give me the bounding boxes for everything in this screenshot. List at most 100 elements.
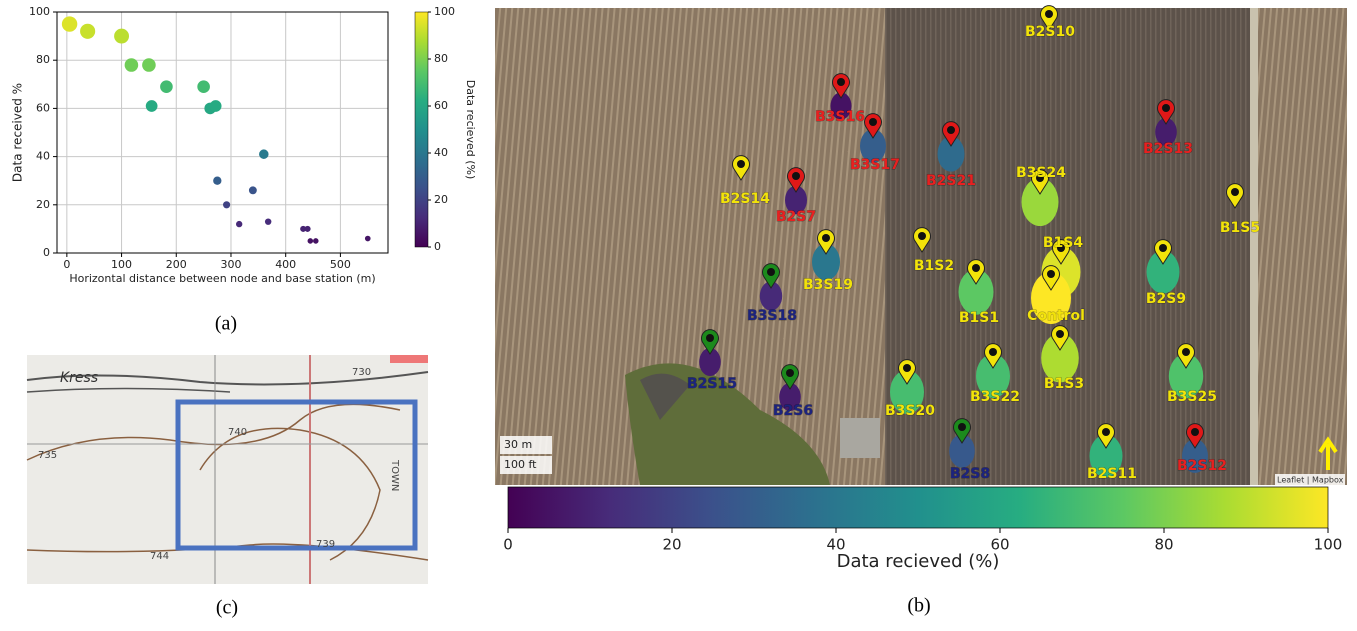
pin-dot (1162, 104, 1170, 112)
x-tick-label: 300 (220, 258, 241, 271)
node-label: B3S18 (747, 308, 797, 324)
scale-label: 30 m (504, 438, 532, 451)
colorbar-tick-label: 100 (1314, 536, 1343, 554)
point (265, 218, 271, 224)
x-tick-label: 500 (330, 258, 351, 271)
node-label: B3S16 (815, 109, 865, 125)
panel-label: (a) (215, 313, 237, 335)
pin-dot (767, 268, 775, 276)
y-axis-label: Data received % (11, 83, 25, 182)
node-label: B3S25 (1167, 389, 1217, 405)
node-label: B2S13 (1143, 141, 1193, 157)
node-label: B2S7 (776, 209, 816, 225)
pin-dot (1159, 244, 1167, 252)
colorbar-tick-label: 80 (434, 52, 448, 65)
colorbar-tick-label: 0 (434, 240, 441, 253)
topo-label: 740 (228, 427, 247, 438)
colorbar-tick-label: 20 (434, 193, 448, 206)
pin-dot (1182, 348, 1190, 356)
x-tick-label: 400 (275, 258, 296, 271)
pin-dot (1045, 10, 1053, 18)
node-label: B2S15 (687, 376, 737, 392)
pin-dot (706, 334, 714, 342)
x-axis-label: Horizontal distance between node and bas… (69, 272, 375, 285)
pin-dot (918, 232, 926, 240)
node-label: B3S24 (1016, 165, 1066, 181)
point (249, 186, 257, 194)
point (213, 177, 221, 185)
point (305, 226, 311, 232)
colorbar-tick-label: 20 (662, 536, 681, 554)
node-label: B2S6 (773, 403, 813, 419)
node-label: B1S2 (914, 258, 954, 274)
topo-label: 739 (316, 539, 335, 550)
point (308, 238, 314, 244)
point (365, 236, 371, 242)
attribution: Leaflet | Mapbox (1277, 476, 1344, 485)
pin-dot (737, 160, 745, 168)
point (259, 149, 269, 159)
topo-label: TOWN (389, 459, 400, 491)
x-tick-label: 100 (111, 258, 132, 271)
topo-label: 744 (150, 551, 169, 562)
pin-dot (837, 78, 845, 86)
scale-label: 100 ft (504, 458, 537, 471)
panel-label: (c) (216, 597, 238, 619)
point (223, 201, 230, 208)
colorbar (508, 487, 1328, 528)
point (114, 29, 129, 44)
pin-dot (792, 172, 800, 180)
pin-dot (786, 369, 794, 377)
point (210, 100, 222, 112)
pin-dot (1191, 428, 1199, 436)
y-tick-label: 60 (36, 101, 50, 114)
colorbar-label: Data recieved (%) (837, 551, 1000, 572)
node-label: Control (1027, 308, 1085, 324)
point (142, 58, 156, 72)
node-label: B2S12 (1177, 458, 1227, 474)
node-label: B1S3 (1044, 376, 1084, 392)
colorbar-tick-label: 100 (434, 5, 455, 18)
point (146, 100, 158, 112)
topo-label: 735 (38, 450, 57, 461)
node-label: B2S14 (720, 191, 770, 207)
colorbar (415, 12, 428, 247)
x-tick-label: 0 (63, 258, 70, 271)
pin-dot (903, 364, 911, 372)
colorbar-tick-label: 0 (503, 536, 513, 554)
pin-dot (1047, 270, 1055, 278)
point (160, 80, 173, 93)
node-label: B3S17 (850, 157, 900, 173)
figure: 30 m 100 ft Leaflet | Mapbox Kress 730 7… (0, 0, 1357, 627)
pin-dot (869, 118, 877, 126)
point (313, 238, 319, 244)
pin-dot (989, 348, 997, 356)
node-label: B1S1 (959, 310, 999, 326)
point (80, 24, 95, 39)
node-label: B2S11 (1087, 466, 1137, 482)
node-label: B2S8 (950, 466, 990, 482)
pin-dot (822, 234, 830, 242)
pin-dot (958, 423, 966, 431)
node-label: B3S19 (803, 277, 853, 293)
x-tick-label: 200 (166, 258, 187, 271)
topo-label: Kress (60, 370, 98, 386)
y-tick-label: 20 (36, 198, 50, 211)
pin-dot (947, 126, 955, 134)
topo-map (27, 355, 428, 584)
colorbar-label: Data recieved (%) (464, 80, 477, 179)
node-label: B2S9 (1146, 291, 1186, 307)
node-label: B3S20 (885, 403, 935, 419)
pin-dot (972, 264, 980, 272)
y-tick-label: 80 (36, 53, 50, 66)
pin-dot (1102, 428, 1110, 436)
panel-label: (b) (907, 595, 930, 617)
node-label: B2S21 (926, 173, 976, 189)
y-tick-label: 40 (36, 150, 50, 163)
colorbar-tick-label: 80 (1154, 536, 1173, 554)
plot-frame (57, 12, 388, 253)
node-label: B1S4 (1043, 235, 1083, 251)
topo-label: 730 (352, 367, 371, 378)
pin-dot (1231, 188, 1239, 196)
pin-dot (1056, 330, 1064, 338)
